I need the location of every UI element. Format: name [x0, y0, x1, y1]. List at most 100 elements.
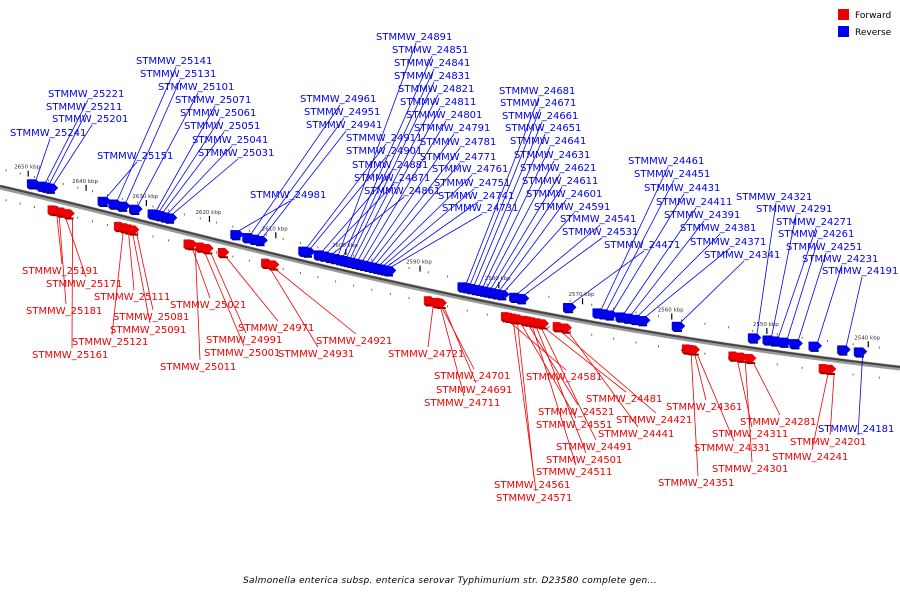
- gene-label-stmmw_24391[interactable]: STMMW_24391: [664, 210, 740, 221]
- gene-arrow-stmmw_25081[interactable]: [127, 225, 140, 234]
- gene-arrow-stmmw_24991[interactable]: [202, 244, 214, 253]
- gene-label-stmmw_25151[interactable]: STMMW_25151: [97, 151, 173, 162]
- gene-label-stmmw_24751[interactable]: STMMW_24751: [434, 178, 510, 189]
- gene-label-stmmw_25101[interactable]: STMMW_25101: [158, 82, 234, 93]
- gene-label-stmmw_25191[interactable]: STMMW_25191: [22, 266, 98, 277]
- gene-arrow-stmmw_24421[interactable]: [552, 322, 565, 331]
- gene-arrow-stmmw_24591[interactable]: [496, 290, 510, 299]
- gene-label-stmmw_24331[interactable]: STMMW_24331: [694, 443, 770, 454]
- gene-label-stmmw_24361[interactable]: STMMW_24361: [666, 402, 742, 413]
- gene-label-stmmw_25001[interactable]: STMMW_25001: [204, 348, 280, 359]
- gene-label-stmmw_24791[interactable]: STMMW_24791: [414, 123, 490, 134]
- gene-label-stmmw_24681[interactable]: STMMW_24681: [499, 86, 575, 97]
- gene-arrow-stmmw_24691[interactable]: [435, 298, 448, 308]
- gene-label-stmmw_25241[interactable]: STMMW_25241: [10, 128, 86, 139]
- gene-label-stmmw_24861[interactable]: STMMW_24861: [364, 186, 440, 197]
- gene-label-stmmw_24731[interactable]: STMMW_24731: [442, 203, 518, 214]
- gene-arrow-stmmw_24481[interactable]: [537, 319, 550, 328]
- gene-label-stmmw_24921[interactable]: STMMW_24921: [316, 336, 392, 347]
- gene-label-stmmw_24321[interactable]: STMMW_24321: [736, 192, 812, 203]
- gene-label-stmmw_24811[interactable]: STMMW_24811: [400, 97, 476, 108]
- gene-arrow-stmmw_24281[interactable]: [744, 353, 757, 363]
- gene-label-stmmw_24631[interactable]: STMMW_24631: [514, 150, 590, 161]
- gene-label-stmmw_24991[interactable]: STMMW_24991: [206, 335, 282, 346]
- gene-arrow-stmmw_25101[interactable]: [129, 204, 143, 214]
- gene-label-stmmw_24201[interactable]: STMMW_24201: [790, 437, 866, 448]
- gene-arrow-stmmw_25011[interactable]: [186, 240, 198, 249]
- gene-label-stmmw_24601[interactable]: STMMW_24601: [526, 189, 602, 200]
- gene-label-stmmw_25071[interactable]: STMMW_25071: [175, 95, 251, 106]
- gene-label-stmmw_24301[interactable]: STMMW_24301: [712, 464, 788, 475]
- gene-arrow-stmmw_24191[interactable]: [837, 345, 851, 354]
- gene-label-stmmw_24691[interactable]: STMMW_24691: [436, 385, 512, 396]
- gene-label-stmmw_24311[interactable]: STMMW_24311: [712, 429, 788, 440]
- gene-label-stmmw_25111[interactable]: STMMW_25111: [94, 292, 170, 303]
- gene-label-stmmw_24891[interactable]: STMMW_24891: [376, 32, 452, 43]
- gene-label-stmmw_24871[interactable]: STMMW_24871: [354, 173, 430, 184]
- gene-label-stmmw_24741[interactable]: STMMW_24741: [438, 191, 514, 202]
- gene-label-stmmw_24501[interactable]: STMMW_24501: [546, 455, 622, 466]
- gene-arrow-stmmw_24321[interactable]: [747, 333, 762, 342]
- gene-label-stmmw_24711[interactable]: STMMW_24711: [424, 398, 500, 409]
- gene-label-stmmw_24771[interactable]: STMMW_24771: [420, 152, 496, 163]
- gene-label-stmmw_25161[interactable]: STMMW_25161: [32, 350, 108, 361]
- gene-label-stmmw_24761[interactable]: STMMW_24761: [432, 164, 508, 175]
- gene-label-stmmw_24241[interactable]: STMMW_24241: [772, 452, 848, 463]
- gene-label-stmmw_25011[interactable]: STMMW_25011: [160, 362, 236, 373]
- gene-arrow-stmmw_24471[interactable]: [562, 303, 577, 312]
- gene-arrow-stmmw_24371[interactable]: [636, 316, 651, 325]
- gene-label-stmmw_24471[interactable]: STMMW_24471: [604, 240, 680, 251]
- gene-label-stmmw_24231[interactable]: STMMW_24231: [802, 254, 878, 265]
- gene-label-stmmw_24481[interactable]: STMMW_24481: [586, 394, 662, 405]
- gene-label-stmmw_24781[interactable]: STMMW_24781: [420, 137, 496, 148]
- gene-label-stmmw_24191[interactable]: STMMW_24191: [822, 266, 898, 277]
- gene-label-stmmw_24431[interactable]: STMMW_24431: [644, 183, 720, 194]
- gene-label-stmmw_24411[interactable]: STMMW_24411: [656, 197, 732, 208]
- gene-label-stmmw_25091[interactable]: STMMW_25091: [110, 325, 186, 336]
- gene-label-stmmw_24371[interactable]: STMMW_24371: [690, 237, 766, 248]
- gene-label-stmmw_24671[interactable]: STMMW_24671: [500, 98, 576, 109]
- gene-label-stmmw_24451[interactable]: STMMW_24451: [634, 169, 710, 180]
- gene-arrow-stmmw_24341[interactable]: [671, 321, 686, 331]
- gene-label-stmmw_25201[interactable]: STMMW_25201: [52, 114, 128, 125]
- gene-label-stmmw_24381[interactable]: STMMW_24381: [680, 223, 756, 234]
- gene-arrow-stmmw_25161[interactable]: [63, 209, 75, 218]
- gene-arrow-stmmw_24971[interactable]: [217, 248, 230, 257]
- gene-label-stmmw_24181[interactable]: STMMW_24181: [818, 424, 894, 435]
- gene-label-stmmw_24281[interactable]: STMMW_24281: [740, 417, 816, 428]
- gene-arrow-stmmw_24731[interactable]: [382, 266, 397, 275]
- gene-label-stmmw_24651[interactable]: STMMW_24651: [505, 123, 581, 134]
- gene-label-stmmw_25221[interactable]: STMMW_25221: [48, 89, 124, 100]
- gene-arrow-stmmw_24331[interactable]: [688, 345, 701, 354]
- gene-label-stmmw_24351[interactable]: STMMW_24351: [658, 478, 734, 489]
- gene-label-stmmw_24821[interactable]: STMMW_24821: [398, 84, 474, 95]
- gene-label-stmmw_24591[interactable]: STMMW_24591: [534, 202, 610, 213]
- gene-arrow-stmmw_24941[interactable]: [254, 236, 268, 245]
- gene-label-stmmw_24511[interactable]: STMMW_24511: [536, 467, 612, 478]
- gene-label-stmmw_24901[interactable]: STMMW_24901: [346, 146, 422, 157]
- gene-arrow-stmmw_25201[interactable]: [44, 183, 59, 193]
- gene-label-stmmw_24951[interactable]: STMMW_24951: [304, 107, 380, 118]
- gene-arrow-stmmw_24181[interactable]: [853, 347, 868, 356]
- gene-label-stmmw_24641[interactable]: STMMW_24641: [510, 136, 586, 147]
- gene-label-stmmw_24271[interactable]: STMMW_24271: [776, 217, 852, 228]
- gene-label-stmmw_24521[interactable]: STMMW_24521: [538, 407, 614, 418]
- gene-label-stmmw_24701[interactable]: STMMW_24701: [434, 371, 510, 382]
- gene-label-stmmw_25131[interactable]: STMMW_25131: [140, 69, 216, 80]
- gene-arrow-stmmw_25131[interactable]: [116, 201, 131, 211]
- gene-arrow-stmmw_24901[interactable]: [301, 247, 316, 256]
- gene-label-stmmw_24841[interactable]: STMMW_24841: [394, 58, 470, 69]
- gene-label-stmmw_24461[interactable]: STMMW_24461: [628, 156, 704, 167]
- gene-label-stmmw_25121[interactable]: STMMW_25121: [72, 337, 148, 348]
- gene-label-stmmw_25051[interactable]: STMMW_25051: [184, 121, 260, 132]
- gene-label-stmmw_25041[interactable]: STMMW_25041: [192, 135, 268, 146]
- gene-label-stmmw_24621[interactable]: STMMW_24621: [520, 163, 596, 174]
- gene-label-stmmw_25081[interactable]: STMMW_25081: [113, 312, 189, 323]
- gene-label-stmmw_24571[interactable]: STMMW_24571: [496, 493, 572, 504]
- gene-arrow-stmmw_24251[interactable]: [789, 339, 803, 348]
- gene-label-stmmw_25021[interactable]: STMMW_25021: [170, 300, 246, 311]
- gene-label-stmmw_24421[interactable]: STMMW_24421: [616, 415, 692, 426]
- gene-label-stmmw_24261[interactable]: STMMW_24261: [778, 229, 854, 240]
- gene-arrow-stmmw_24201[interactable]: [824, 364, 837, 374]
- gene-label-stmmw_24661[interactable]: STMMW_24661: [502, 111, 578, 122]
